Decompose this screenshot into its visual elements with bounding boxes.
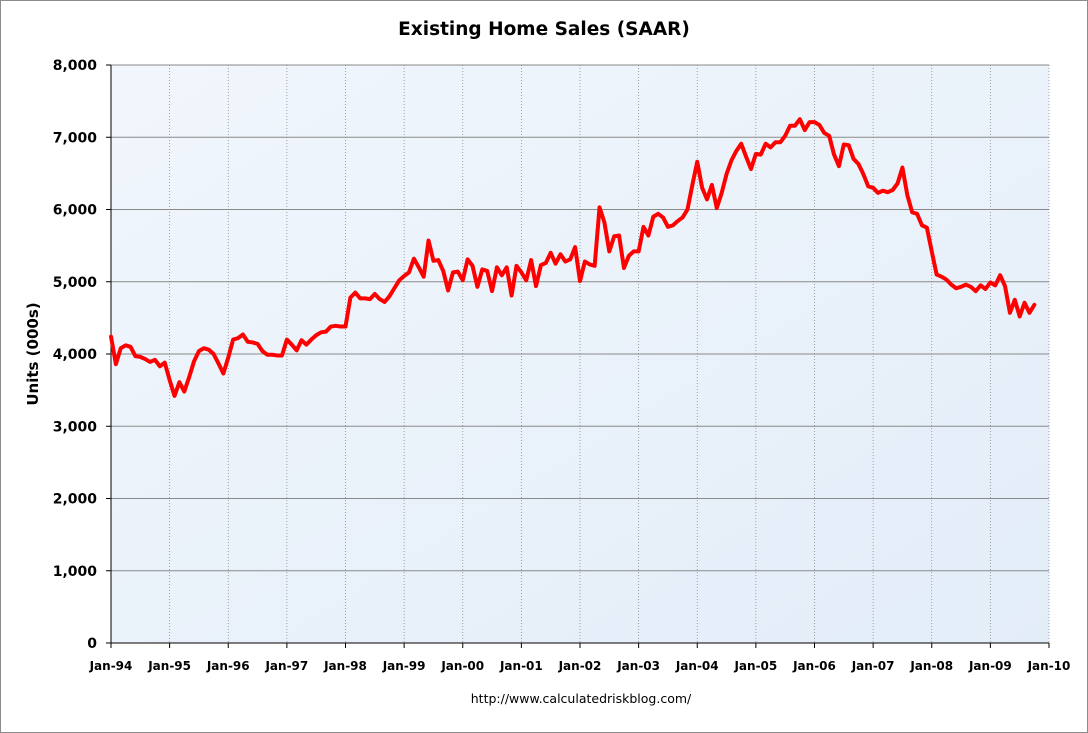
y-tick-label: 4,000 [53,347,98,363]
x-tick-label: Jan-00 [440,659,484,673]
x-tick-label: Jan-10 [1027,659,1071,673]
y-tick-label: 8,000 [53,58,98,74]
x-tick-label: Jan-09 [968,659,1012,673]
y-axis-ticks: 0 1,000 2,000 3,000 4,000 5,000 6,000 7,000 8,00… [53,58,98,652]
series-line [109,117,1037,398]
x-tick-label: Jan-99 [382,659,426,673]
y-tick-label: 7,000 [53,130,98,146]
y-tick-label: 6,000 [53,203,98,219]
x-tick-label: Jan-07 [851,659,895,673]
x-tick-label: Jan-04 [675,659,719,673]
chart-title: Existing Home Sales (SAAR) [398,19,690,40]
y-tick-label: 5,000 [53,275,98,291]
x-tick-label: Jan-02 [558,659,602,673]
x-tick-label: Jan-06 [792,659,836,673]
x-tick-label: Jan-05 [733,659,777,673]
x-tick-label: Jan-94 [89,659,133,673]
y-tick-label: 2,000 [53,492,98,508]
x-tick-label: Jan-98 [323,659,367,673]
y-tick-label: 3,000 [53,419,98,435]
y-tick-label: 0 [87,636,97,652]
series-existing-home-sales [109,117,1037,398]
gridlines [111,64,1050,643]
x-tick-label: Jan-96 [206,659,250,673]
x-tick-label: Jan-95 [147,659,191,673]
x-tick-label: Jan-01 [499,659,543,673]
source-url: http://www.calculatedriskblog.com/ [471,691,692,706]
x-axis-ticks: Jan-94 Jan-95 Jan-96 Jan-97 Jan-98 Jan-99 Jan-… [89,659,1071,673]
y-axis-title: Units (000s) [24,302,42,405]
x-tick-label: Jan-03 [616,659,660,673]
axes [106,64,1050,648]
x-tick-label: Jan-97 [264,659,308,673]
x-tick-label: Jan-08 [909,659,953,673]
y-tick-label: 1,000 [53,564,98,580]
